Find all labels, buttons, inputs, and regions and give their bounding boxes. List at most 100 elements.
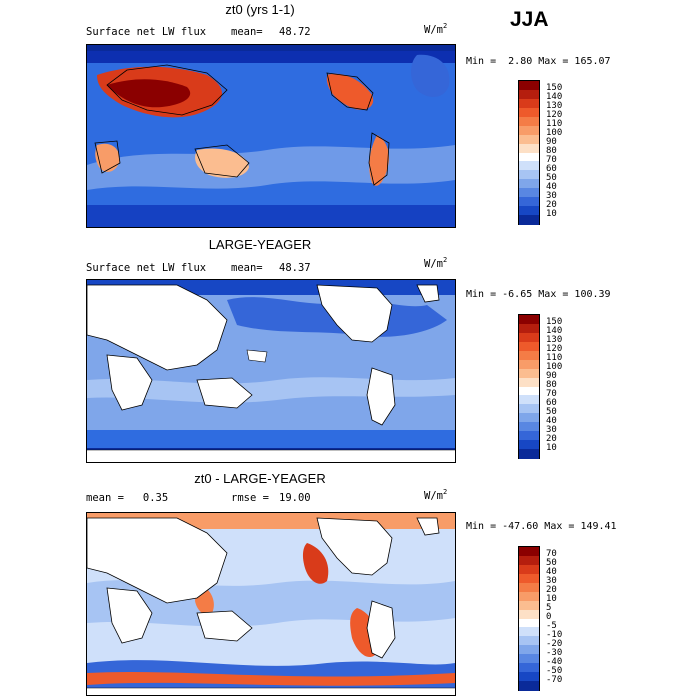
panel-2-minmax: Min = -6.65 Max = 100.39 [466, 289, 611, 300]
colorbar-tick-label: 30 [546, 576, 557, 587]
colorbar-swatch [519, 341, 539, 352]
colorbar-swatch [519, 395, 539, 405]
colorbar-swatch [519, 449, 539, 459]
colorbar-tick-label: -20 [546, 638, 563, 649]
colorbar-tick-label: 70 [546, 388, 557, 399]
colorbar-tick-label: -10 [546, 629, 563, 640]
colorbar-tick-label: 60 [546, 163, 557, 174]
colorbar-swatch [519, 645, 539, 655]
colorbar-tick-label: 20 [546, 585, 557, 596]
colorbar-tick-label: 10 [546, 442, 557, 453]
colorbar-swatch [519, 413, 539, 423]
colorbar-tick-label: 70 [546, 549, 557, 560]
colorbar-swatch [519, 323, 539, 334]
colorbar-tick-label: -70 [546, 674, 563, 685]
colorbar-swatch [519, 422, 539, 432]
colorbar-swatch [519, 116, 539, 127]
panel-3-mean-value: 19.00 [279, 492, 311, 504]
colorbar-swatch [519, 404, 539, 414]
colorbar-tick-label: 20 [546, 433, 557, 444]
colorbar-swatch [519, 368, 539, 379]
colorbar-tick-label: 40 [546, 181, 557, 192]
colorbar-swatch [519, 672, 539, 682]
colorbar-tick-label: -30 [546, 647, 563, 658]
panel-3-mean-label: rmse = [231, 492, 269, 504]
colorbar-swatch [519, 152, 539, 162]
colorbar-tick-label: -50 [546, 665, 563, 676]
panel-2-map [86, 279, 456, 463]
panel-1-units: W/m2 [424, 22, 448, 36]
panel-3-colorbar-ticks: 70 50 40 30 20 10 5 0 -5 -10 -20 -30 -40 -50 -70 [546, 546, 586, 689]
colorbar-tick-label: 5 [546, 603, 552, 614]
panel-3-map-svg [87, 513, 455, 695]
season-label: JJA [510, 8, 549, 31]
colorbar-swatch [519, 636, 539, 646]
panel-2-mean-label: mean= [231, 262, 263, 274]
colorbar-swatch [519, 134, 539, 145]
colorbar-tick-label: 100 [546, 128, 563, 139]
colorbar-swatch [519, 332, 539, 343]
panel-2-colorbar [518, 314, 540, 459]
colorbar-tick-label: 50 [546, 172, 557, 183]
colorbar-swatch [519, 609, 539, 619]
panel-1-left-label: Surface net LW flux [86, 26, 207, 38]
panel-1-colorbar [518, 80, 540, 225]
colorbar-swatch [519, 89, 539, 100]
panel-3-title: zt0 - LARGE-YEAGER [194, 471, 326, 486]
panel-1-minmax: Min = 2.80 Max = 165.07 [466, 56, 611, 67]
colorbar-tick-label: 130 [546, 101, 563, 112]
colorbar-swatch [519, 591, 539, 602]
colorbar-tick-label: 90 [546, 371, 557, 382]
panel-1-map [86, 44, 456, 228]
colorbar-swatch [519, 206, 539, 216]
colorbar-tick-label: 150 [546, 317, 563, 328]
colorbar-swatch [519, 215, 539, 225]
colorbar-tick-label: 110 [546, 353, 563, 364]
panel-3-units: W/m2 [424, 488, 448, 502]
panel-3-left-label: mean = 0.35 [86, 492, 169, 504]
colorbar-swatch [519, 663, 539, 673]
colorbar-tick-label: 110 [546, 119, 563, 130]
colorbar-swatch [519, 197, 539, 207]
colorbar-tick-label: 30 [546, 424, 557, 435]
colorbar-swatch [519, 170, 539, 180]
panel-1-colorbar-ticks: 150 140 130 120 110 100 90 80 70 60 50 40 30 20 10 [546, 80, 586, 223]
colorbar-tick-label: -40 [546, 656, 563, 667]
colorbar-tick-label: -5 [546, 620, 557, 631]
colorbar-swatch [519, 188, 539, 198]
colorbar-swatch [519, 98, 539, 109]
colorbar-swatch [519, 359, 539, 370]
colorbar-swatch [519, 573, 539, 584]
colorbar-tick-label: 70 [546, 154, 557, 165]
colorbar-tick-label: 150 [546, 83, 563, 94]
colorbar-tick-label: 80 [546, 380, 557, 390]
colorbar-tick-label: 140 [546, 92, 563, 103]
panel-1-title: zt0 (yrs 1-1) [225, 2, 295, 17]
colorbar-swatch [519, 161, 539, 171]
colorbar-tick-label: 120 [546, 344, 563, 355]
colorbar-swatch [519, 582, 539, 593]
panel-2-title: LARGE-YEAGER [208, 237, 312, 252]
colorbar-swatch [519, 315, 539, 325]
colorbar-swatch [519, 555, 539, 566]
colorbar-swatch [519, 107, 539, 118]
colorbar-tick-label: 80 [546, 146, 557, 156]
colorbar-swatch [519, 81, 539, 91]
panel-1-map-svg [87, 45, 455, 227]
panel-3-map [86, 512, 456, 696]
colorbar-swatch [519, 627, 539, 637]
colorbar-tick-label: 50 [546, 406, 557, 417]
panel-2-mean-value: 48.37 [279, 262, 311, 274]
panel-2-left-label: Surface net LW flux [86, 262, 207, 274]
colorbar-tick-label: 100 [546, 362, 563, 373]
colorbar-swatch [519, 431, 539, 441]
colorbar-swatch [519, 681, 539, 691]
colorbar-swatch [519, 377, 539, 387]
panel-3-colorbar [518, 546, 540, 691]
panel-2-colorbar-ticks: 150 140 130 120 110 100 90 80 70 60 50 40 30 20 10 [546, 314, 586, 457]
colorbar-swatch [519, 440, 539, 450]
colorbar-swatch [519, 143, 539, 153]
colorbar-swatch [519, 350, 539, 361]
panel-1-mean-value: 48.72 [279, 26, 311, 38]
colorbar-tick-label: 40 [546, 415, 557, 426]
